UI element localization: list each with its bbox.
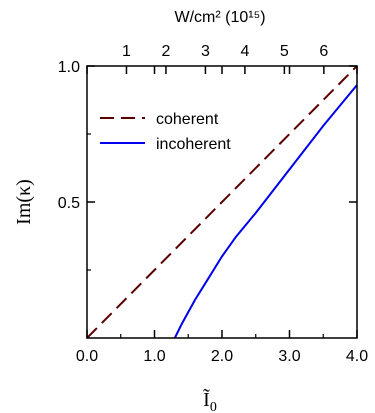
legend-label-coherent: coherent xyxy=(156,111,219,128)
top-tick-label: 6 xyxy=(319,43,328,60)
x-tick-label: 4.0 xyxy=(346,348,368,365)
x-tick-label: 2.0 xyxy=(211,348,233,365)
top-tick-label: 1 xyxy=(122,43,131,60)
top-axis-title: W/cm² (10¹⁵) xyxy=(174,9,265,26)
top-tick-label: 2 xyxy=(161,43,170,60)
x-axis-title: Ĩ0 xyxy=(203,387,217,413)
top-tick-label: 3 xyxy=(201,43,210,60)
x-tick-label: 0.0 xyxy=(76,348,98,365)
legend-label-incoherent: incoherent xyxy=(156,136,231,153)
svg-text:Ĩ0: Ĩ0 xyxy=(203,387,217,413)
top-tick-label: 4 xyxy=(240,43,249,60)
legend: coherent incoherent xyxy=(100,111,231,153)
series-line-coherent xyxy=(86,65,358,339)
top-tick-label: 5 xyxy=(280,43,289,60)
y-tick-label: 1.0 xyxy=(58,59,80,76)
x-tick-label: 1.0 xyxy=(143,348,165,365)
series-line-incoherent xyxy=(173,84,358,339)
y-axis-title: Im(κ) xyxy=(13,179,35,225)
y-tick-label: 0.5 xyxy=(58,195,80,212)
x-tick-label: 3.0 xyxy=(278,348,300,365)
